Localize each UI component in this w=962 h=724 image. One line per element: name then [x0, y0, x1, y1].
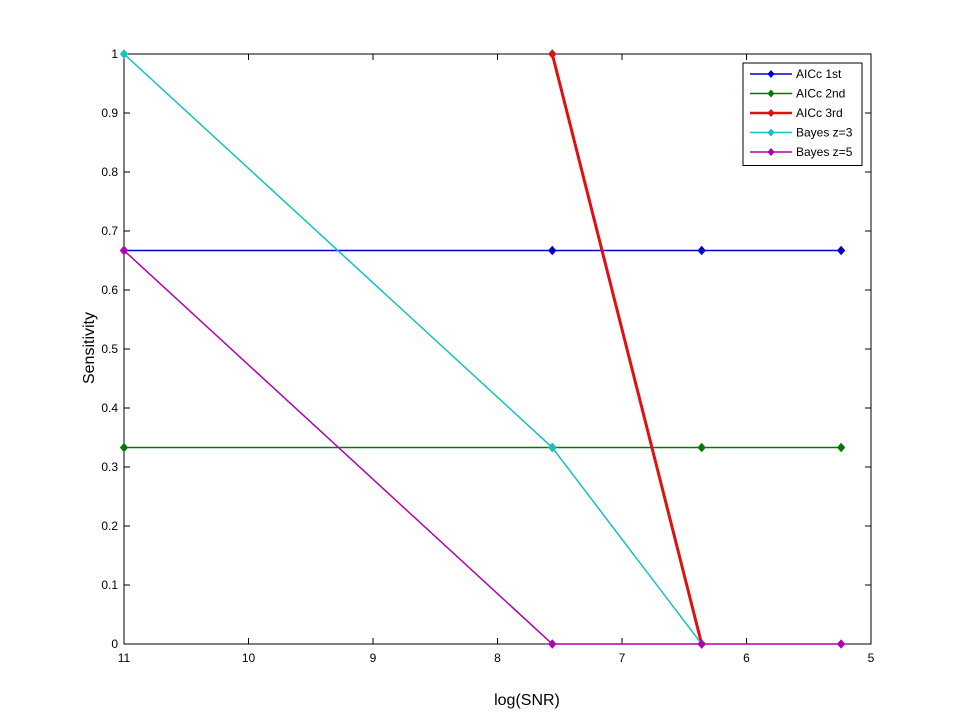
legend-entry-label: Bayes z=5	[796, 145, 853, 159]
legend-entry-label: AICc 3rd	[796, 106, 843, 120]
y-tick-label: 0.4	[101, 401, 118, 415]
data-point	[548, 49, 557, 59]
data-point	[119, 49, 129, 59]
x-tick-label: 10	[242, 651, 256, 665]
y-tick-label: 0.3	[101, 460, 118, 474]
x-tick-label: 9	[370, 651, 377, 665]
y-tick-label: 0.1	[101, 578, 118, 592]
y-tick-label: 1	[111, 47, 118, 61]
legend-swatch-marker	[767, 109, 775, 117]
x-tick-label: 11	[118, 651, 131, 665]
legend-entry-label: AICc 2nd	[796, 87, 845, 101]
data-point	[119, 442, 129, 453]
data-point	[119, 245, 129, 256]
x-tick-label: 8	[494, 651, 501, 665]
data-point	[697, 442, 706, 453]
y-ticks: 0 0.1 0.2 0.3 0.4 0.5 0.6 0.7 0.8 0.9 1	[101, 47, 871, 651]
legend-swatch-marker	[767, 148, 775, 156]
legend-entry-label: Bayes z=3	[796, 126, 853, 140]
series-line	[123, 249, 842, 645]
data-point	[548, 442, 557, 453]
y-tick-label: 0.8	[101, 165, 118, 179]
data-point	[548, 245, 557, 256]
data-point	[697, 245, 706, 256]
y-tick-label: 0	[111, 637, 118, 651]
legend-swatch-marker	[767, 89, 775, 98]
data-point	[836, 442, 846, 453]
y-axis-label: Sensitivity	[81, 312, 98, 384]
y-tick-label: 0.6	[101, 283, 118, 297]
x-ticks: 11 10 9 8 7 6 5	[118, 54, 875, 665]
y-tick-label: 0.9	[101, 106, 118, 120]
data-point	[548, 639, 557, 649]
legend-swatch-marker	[767, 70, 775, 78]
series-line	[550, 53, 704, 645]
legend: AICc 1st AICc 2nd AICc 3rd Bayes z=3 Bayes z…	[742, 62, 863, 166]
x-tick-label: 6	[743, 651, 750, 665]
legend-swatch-marker	[767, 128, 775, 137]
y-tick-label: 0.5	[101, 342, 118, 356]
y-tick-label: 0.7	[101, 224, 118, 238]
data-point	[697, 639, 706, 649]
x-tick-label: 5	[868, 651, 875, 665]
x-tick-label: 7	[619, 651, 626, 665]
series-bayes-z-5	[119, 245, 846, 649]
series-lines	[119, 49, 846, 649]
data-point	[836, 639, 846, 649]
data-point	[836, 245, 846, 256]
x-axis-label: log(SNR)	[494, 692, 560, 709]
legend-entry-label: AICc 1st	[796, 67, 842, 81]
y-tick-label: 0.2	[101, 519, 118, 533]
